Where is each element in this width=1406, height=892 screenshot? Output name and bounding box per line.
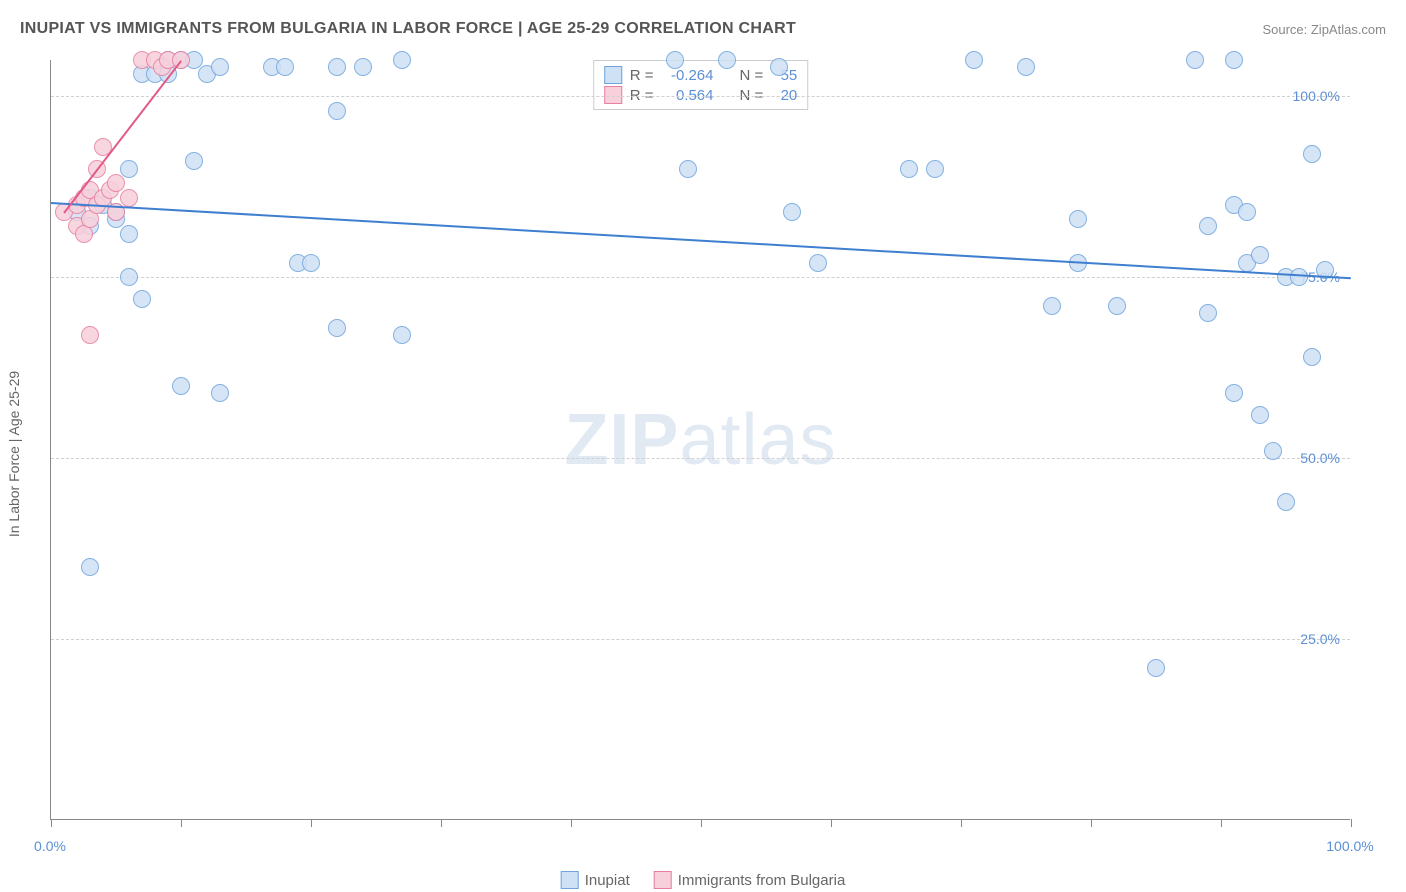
data-point bbox=[120, 268, 138, 286]
data-point bbox=[718, 51, 736, 69]
x-tick bbox=[311, 819, 312, 827]
y-tick-label: 100.0% bbox=[1293, 88, 1340, 104]
data-point bbox=[133, 290, 151, 308]
gridline bbox=[51, 458, 1350, 459]
data-point bbox=[393, 326, 411, 344]
data-point bbox=[1290, 268, 1308, 286]
data-point bbox=[1186, 51, 1204, 69]
gridline bbox=[51, 277, 1350, 278]
source-label: Source: ZipAtlas.com bbox=[1262, 22, 1386, 37]
data-point bbox=[354, 58, 372, 76]
data-point bbox=[172, 377, 190, 395]
data-point bbox=[770, 58, 788, 76]
data-point bbox=[783, 203, 801, 221]
y-tick-label: 25.0% bbox=[1300, 631, 1340, 647]
data-point bbox=[120, 160, 138, 178]
n-label: N = bbox=[740, 67, 764, 84]
data-point bbox=[1199, 217, 1217, 235]
data-point bbox=[1069, 210, 1087, 228]
data-point bbox=[666, 51, 684, 69]
data-point bbox=[1225, 51, 1243, 69]
legend-label: Immigrants from Bulgaria bbox=[678, 872, 846, 889]
y-axis-label: In Labor Force | Age 25-29 bbox=[6, 371, 22, 537]
data-point bbox=[393, 51, 411, 69]
data-point bbox=[900, 160, 918, 178]
data-point bbox=[679, 160, 697, 178]
trendline bbox=[51, 202, 1351, 279]
data-point bbox=[1225, 384, 1243, 402]
data-point bbox=[302, 254, 320, 272]
x-tick bbox=[1221, 819, 1222, 827]
data-point bbox=[328, 319, 346, 337]
n-label: N = bbox=[740, 87, 764, 104]
legend-swatch bbox=[561, 871, 579, 889]
data-point bbox=[211, 384, 229, 402]
y-tick-label: 50.0% bbox=[1300, 450, 1340, 466]
data-point bbox=[211, 58, 229, 76]
x-tick bbox=[51, 819, 52, 827]
data-point bbox=[1251, 246, 1269, 264]
data-point bbox=[276, 58, 294, 76]
data-point bbox=[120, 189, 138, 207]
data-point bbox=[328, 102, 346, 120]
legend-swatch bbox=[604, 66, 622, 84]
legend-label: Inupiat bbox=[585, 872, 630, 889]
data-point bbox=[926, 160, 944, 178]
data-point bbox=[965, 51, 983, 69]
data-point bbox=[81, 558, 99, 576]
x-tick bbox=[961, 819, 962, 827]
r-value: -0.264 bbox=[662, 67, 714, 84]
chart-container: INUPIAT VS IMMIGRANTS FROM BULGARIA IN L… bbox=[0, 0, 1406, 892]
x-tick bbox=[831, 819, 832, 827]
data-point bbox=[1147, 659, 1165, 677]
r-value: 0.564 bbox=[662, 87, 714, 104]
data-point bbox=[107, 174, 125, 192]
data-point bbox=[120, 225, 138, 243]
data-point bbox=[1277, 493, 1295, 511]
data-point bbox=[185, 152, 203, 170]
x-tick bbox=[1351, 819, 1352, 827]
data-point bbox=[1264, 442, 1282, 460]
gridline bbox=[51, 639, 1350, 640]
x-tick bbox=[1091, 819, 1092, 827]
n-value: 20 bbox=[771, 87, 797, 104]
series-legend: Inupiat Immigrants from Bulgaria bbox=[561, 871, 846, 889]
data-point bbox=[1303, 145, 1321, 163]
x-tick bbox=[441, 819, 442, 827]
data-point bbox=[328, 58, 346, 76]
data-point bbox=[1199, 304, 1217, 322]
plot-area: ZIPatlas R =-0.264N =55R =0.564N =20 25.… bbox=[50, 60, 1350, 820]
data-point bbox=[1251, 406, 1269, 424]
legend-item: Inupiat bbox=[561, 871, 630, 889]
data-point bbox=[1238, 203, 1256, 221]
x-tick bbox=[181, 819, 182, 827]
correlation-row: R =-0.264N =55 bbox=[604, 65, 798, 85]
x-tick bbox=[571, 819, 572, 827]
data-point bbox=[1108, 297, 1126, 315]
x-tick bbox=[701, 819, 702, 827]
chart-title: INUPIAT VS IMMIGRANTS FROM BULGARIA IN L… bbox=[20, 20, 796, 38]
data-point bbox=[81, 326, 99, 344]
r-label: R = bbox=[630, 67, 654, 84]
correlation-row: R = 0.564 N = 20 bbox=[604, 85, 798, 105]
x-tick-label-start: 0.0% bbox=[34, 838, 66, 854]
legend-swatch bbox=[604, 86, 622, 104]
watermark: ZIPatlas bbox=[564, 399, 836, 481]
legend-swatch bbox=[654, 871, 672, 889]
data-point bbox=[1303, 348, 1321, 366]
r-label: R = bbox=[630, 87, 654, 104]
data-point bbox=[809, 254, 827, 272]
legend-item: Immigrants from Bulgaria bbox=[654, 871, 846, 889]
data-point bbox=[1017, 58, 1035, 76]
gridline bbox=[51, 96, 1350, 97]
data-point bbox=[1043, 297, 1061, 315]
title-bar: INUPIAT VS IMMIGRANTS FROM BULGARIA IN L… bbox=[20, 20, 1386, 38]
x-tick-label-end: 100.0% bbox=[1326, 838, 1373, 854]
